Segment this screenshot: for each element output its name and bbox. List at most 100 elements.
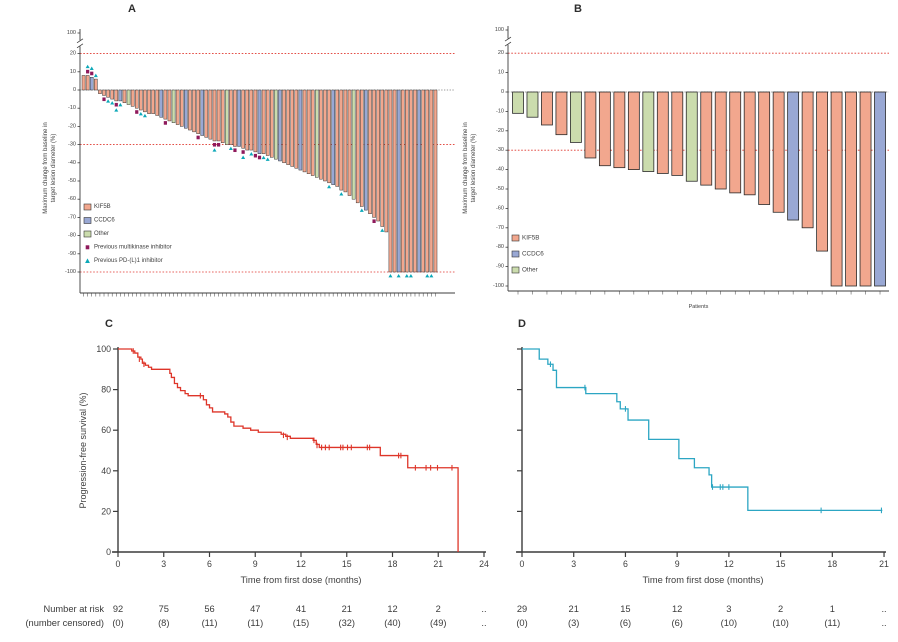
y-tick-label: -100 — [65, 269, 76, 275]
waterfall-bar — [184, 89, 188, 129]
risk-count-d: 3 — [726, 604, 732, 614]
pdl1-marker-icon — [388, 274, 393, 278]
waterfall-bar — [433, 89, 438, 273]
censored-count-c: (40) — [384, 618, 401, 628]
waterfall-bar — [208, 89, 213, 140]
risk-count-c: 12 — [387, 604, 398, 614]
waterfall-bar — [874, 91, 886, 287]
waterfall-bar — [512, 91, 524, 114]
waterfall-bar — [368, 89, 372, 214]
y-tick-label: 0 — [73, 87, 76, 93]
waterfall-bar — [143, 89, 147, 113]
axis-break-icon — [76, 38, 84, 44]
waterfall-bar — [409, 89, 413, 273]
waterfall-bar — [216, 89, 221, 142]
waterfall-bar — [429, 89, 434, 273]
waterfall-bar — [81, 75, 86, 91]
y-tick-label: 20 — [101, 506, 111, 516]
waterfall-bar — [147, 89, 151, 114]
waterfall-bar — [570, 91, 582, 143]
waterfall-bar — [656, 91, 669, 174]
x-axis-label: Time from first dose (months) — [240, 575, 361, 585]
waterfall-bar — [396, 89, 401, 273]
waterfall-bar — [729, 91, 742, 194]
y-tick-label: -30 — [496, 147, 504, 153]
legend-label: Other — [522, 267, 538, 274]
waterfall-bar — [237, 89, 241, 147]
waterfall-bar — [159, 89, 164, 118]
y-tick-label: -60 — [496, 205, 504, 211]
waterfall-bar — [392, 89, 397, 273]
y-axis-label: Progression-free survival (%) — [78, 392, 88, 508]
y-tick-label: 20 — [70, 51, 76, 57]
censored-count-d: (10) — [720, 618, 738, 628]
waterfall-bar — [89, 77, 94, 91]
waterfall-bar — [787, 91, 800, 221]
legend-swatch-kif5b-icon — [83, 203, 92, 211]
waterfall-bar — [114, 89, 119, 102]
multikinase-marker-icon — [212, 142, 217, 147]
panel-d-label: D — [518, 318, 526, 330]
censored-count-c: (15) — [292, 618, 310, 628]
risk-count-c: 75 — [158, 604, 169, 614]
waterfall-bar — [351, 89, 356, 200]
y-tick-label: -20 — [496, 128, 504, 134]
waterfall-bar — [388, 89, 393, 273]
km-curve — [118, 348, 459, 552]
x-tick-label: 15 — [342, 559, 352, 569]
y-tick-label: 20 — [498, 50, 504, 56]
pdl1-marker-icon — [85, 64, 90, 69]
y-tick-label: -40 — [68, 160, 76, 166]
multikinase-marker-icon — [257, 155, 262, 160]
risk-count-c: 56 — [204, 604, 215, 614]
legend-label: Previous PD-(L)1 inhibitor — [94, 258, 163, 264]
waterfall-bar — [294, 89, 299, 169]
waterfall-bar — [155, 89, 159, 116]
waterfall-bar — [380, 89, 385, 227]
waterfall-bar — [315, 89, 319, 178]
multikinase-marker-icon — [114, 102, 118, 107]
x-tick-label: 9 — [253, 559, 258, 569]
censored-count-d: (0) — [516, 618, 528, 628]
panel-a-label: A — [128, 3, 136, 15]
multikinase-marker-icon — [372, 219, 376, 223]
waterfall-bar — [555, 91, 568, 136]
y-axis-label: target lesion diameter (%) — [471, 134, 477, 203]
waterfall-bar — [343, 89, 348, 193]
y-tick-label: -90 — [68, 251, 76, 257]
pdl1-marker-icon — [425, 274, 430, 278]
waterfall-bar — [584, 91, 597, 159]
x-tick-label: 0 — [520, 559, 525, 569]
y-tick-label: -50 — [68, 178, 76, 184]
panel-b-label: B — [574, 3, 582, 15]
waterfall-bar — [360, 89, 364, 207]
x-tick-label: 21 — [879, 559, 889, 569]
waterfall-bar — [758, 91, 771, 205]
pdl1-marker-icon — [249, 152, 254, 156]
y-axis-label: target lesion diameter (%) — [51, 134, 57, 203]
y-tick-label: 0 — [501, 89, 504, 95]
waterfall-bar — [253, 89, 258, 153]
x-tick-label: 12 — [724, 559, 734, 569]
km-chart-c: 0 20 40 60 80 100 0 3 6 9 12 15 18 21 24 Time from firs… — [78, 344, 489, 585]
waterfall-bar — [372, 89, 376, 218]
censored-count-c: (8) — [158, 618, 170, 628]
censored-count-d: (3) — [568, 618, 580, 628]
legend-swatch-other-icon — [83, 230, 92, 238]
waterfall-bar — [364, 89, 368, 211]
waterfall-bar — [671, 91, 684, 176]
pdl1-marker-icon — [339, 192, 344, 196]
waterfall-bar — [163, 89, 168, 120]
y-tick-label: -90 — [496, 264, 504, 270]
multikinase-marker-icon — [163, 121, 167, 125]
waterfall-bar — [816, 91, 828, 252]
y-tick-label: 100 — [96, 344, 111, 354]
y-tick-label: -80 — [496, 244, 504, 250]
waterfall-bar — [417, 89, 421, 273]
waterfall-bar — [405, 89, 409, 273]
y-tick-label: -100 — [493, 283, 504, 289]
waterfall-bar — [134, 89, 139, 109]
x-axis-label: Patients — [689, 304, 709, 310]
y-tick-label: -30 — [68, 142, 76, 148]
